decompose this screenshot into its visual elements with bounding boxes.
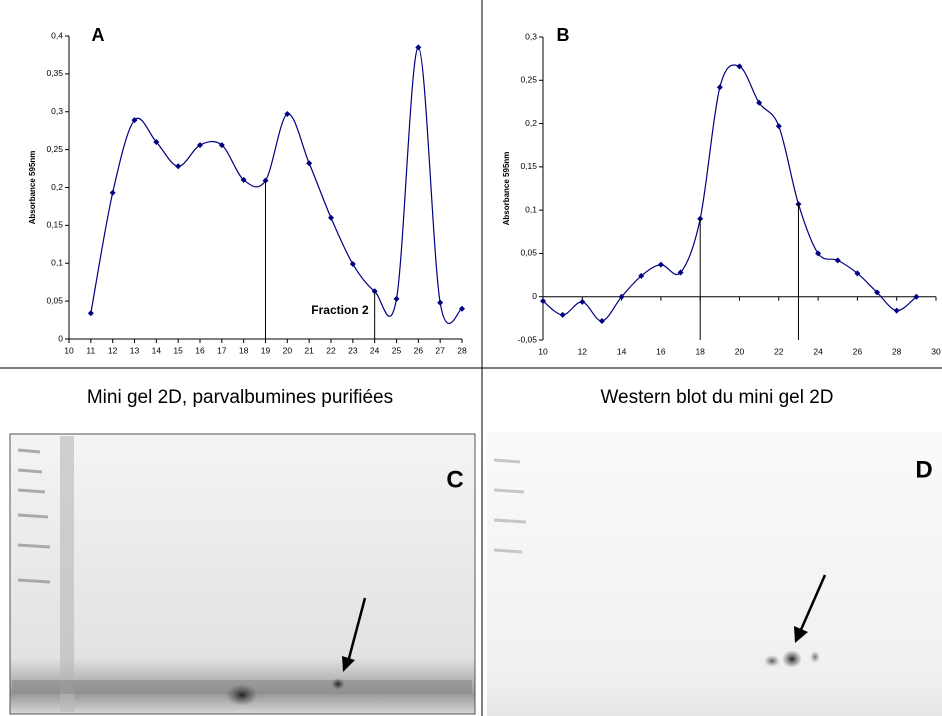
y-tick-label: 0 [532, 291, 537, 301]
x-tick-label: 13 [130, 345, 140, 355]
x-tick-label: 19 [261, 345, 271, 355]
data-point [437, 299, 444, 306]
x-tick-label: 18 [239, 345, 249, 355]
data-point [775, 123, 782, 130]
y-tick-label: 0,4 [51, 30, 63, 40]
x-tick-label: 10 [64, 345, 74, 355]
data-point [131, 117, 138, 124]
y-tick-label: 0,35 [46, 68, 63, 78]
x-tick-label: 15 [173, 345, 183, 355]
x-tick-label: 24 [370, 345, 380, 355]
x-tick-label: 25 [392, 345, 402, 355]
data-point [240, 176, 247, 183]
x-tick-label: 30 [931, 346, 941, 356]
y-tick-label: 0,25 [520, 75, 537, 85]
data-point [913, 293, 920, 300]
data-point [677, 269, 684, 276]
data-point [175, 163, 182, 170]
x-tick-label: 28 [892, 346, 902, 356]
x-tick-label: 10 [538, 346, 548, 356]
x-tick-label: 26 [853, 346, 863, 356]
data-point [756, 99, 763, 106]
panel-label: D [915, 456, 932, 483]
x-tick-label: 17 [217, 345, 227, 355]
data-point [716, 84, 723, 91]
gel-image-c [9, 433, 476, 715]
data-point [874, 289, 881, 296]
data-point [598, 317, 605, 324]
y-tick-label: 0,2 [51, 182, 63, 192]
annotation: Fraction 2 [311, 303, 369, 317]
x-tick-label: 16 [656, 346, 666, 356]
y-tick-label: 0,15 [520, 161, 537, 171]
x-tick-label: 12 [108, 345, 118, 355]
y-tick-label: 0,2 [525, 118, 537, 128]
data-point [618, 293, 625, 300]
data-point [218, 142, 225, 149]
data-point [349, 261, 356, 268]
y-tick-label: 0,15 [46, 220, 63, 230]
y-axis-label: Absorbance 595nm [502, 152, 511, 226]
data-point [579, 298, 586, 305]
x-tick-label: 28 [457, 345, 467, 355]
gel-image-d [487, 432, 942, 716]
data-line [90, 46, 463, 324]
data-line [542, 64, 917, 322]
x-tick-label: 20 [283, 345, 293, 355]
data-point [657, 261, 664, 268]
x-tick-label: 16 [195, 345, 205, 355]
data-point [197, 142, 203, 149]
data-point [109, 189, 116, 196]
x-tick-label: 14 [617, 346, 627, 356]
x-tick-label: 21 [304, 345, 314, 355]
x-tick-label: 12 [578, 346, 588, 356]
data-point [306, 160, 313, 167]
x-tick-label: 20 [735, 346, 745, 356]
y-tick-label: -0,05 [518, 334, 538, 344]
x-tick-label: 22 [774, 346, 784, 356]
chart-title: B [557, 25, 570, 45]
panel-label: C [446, 466, 463, 493]
caption: Western blot du mini gel 2D [600, 387, 833, 408]
y-tick-label: 0,05 [46, 295, 63, 305]
data-point [834, 257, 841, 264]
data-point [284, 111, 291, 118]
x-tick-label: 26 [414, 345, 424, 355]
data-point [638, 272, 645, 279]
y-tick-label: 0,05 [520, 248, 537, 258]
data-point [393, 295, 400, 302]
data-point [815, 250, 822, 257]
x-tick-label: 11 [86, 345, 95, 355]
x-tick-label: 18 [695, 346, 705, 356]
x-tick-label: 23 [348, 345, 358, 355]
data-point [415, 44, 422, 51]
x-tick-label: 24 [813, 346, 823, 356]
data-point [459, 305, 465, 312]
x-tick-label: 22 [326, 345, 336, 355]
y-tick-label: 0,25 [46, 144, 63, 154]
data-point [854, 270, 861, 277]
y-tick-label: 0,3 [51, 106, 63, 116]
y-axis-label: Absorbance 595nm [28, 151, 37, 225]
data-point [736, 63, 743, 70]
y-tick-label: 0,1 [51, 258, 63, 268]
data-point [153, 139, 160, 146]
x-tick-label: 14 [152, 345, 162, 355]
chart-title: A [92, 25, 105, 45]
data-point [540, 298, 546, 305]
x-tick-label: 27 [435, 345, 445, 355]
data-point [559, 311, 566, 318]
data-point [87, 310, 94, 317]
y-tick-label: 0,1 [525, 204, 537, 214]
y-tick-label: 0,3 [525, 31, 537, 41]
data-point [893, 307, 900, 314]
caption: Mini gel 2D, parvalbumines purifiées [87, 387, 393, 408]
y-tick-label: 0 [58, 333, 63, 343]
data-point [328, 214, 334, 221]
